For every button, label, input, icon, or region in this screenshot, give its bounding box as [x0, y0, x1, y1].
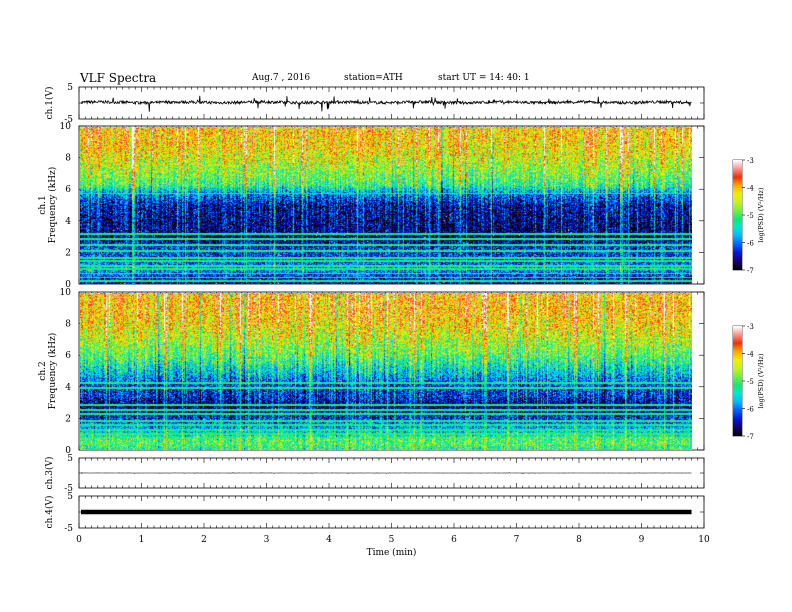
- x-tick-label: 9: [639, 535, 645, 545]
- x-tick-label: 10: [698, 535, 710, 545]
- y-tick-label: 8: [65, 320, 71, 330]
- y-tick-label: 0: [65, 280, 71, 290]
- station-label: station=ATH: [344, 73, 403, 83]
- colorbar-tick-label: -5: [747, 212, 754, 220]
- y-tick-label: 6: [65, 351, 71, 361]
- colorbar-tick-label: -4: [747, 351, 754, 359]
- colorbar-tick-label: -5: [747, 378, 754, 386]
- y-axis-label: Frequency (kHz): [47, 167, 58, 244]
- colorbar-tick-label: -6: [747, 240, 754, 248]
- y-tick-label: 5: [67, 83, 73, 93]
- y-tick-label: 6: [65, 185, 71, 195]
- y-tick-label: 2: [65, 414, 71, 424]
- colorbar-tick-label: -3: [747, 157, 754, 165]
- ch3-waveform-trace: [80, 472, 692, 474]
- y-tick-label: 5: [67, 454, 73, 464]
- y-tick-label: 4: [65, 383, 71, 393]
- x-tick-label: 1: [139, 535, 145, 545]
- y-axis-label: ch.4(V): [44, 496, 55, 529]
- colorbar-tick-label: -6: [747, 406, 754, 414]
- x-tick-label: 3: [264, 535, 270, 545]
- colorbar-tick-label: -7: [747, 267, 754, 275]
- x-tick-label: 5: [389, 535, 395, 545]
- y-axis-label: Frequency (kHz): [47, 333, 58, 410]
- y-tick-label: -5: [64, 484, 73, 494]
- colorbar-label: log(PSD) (V²/Hz): [757, 353, 765, 408]
- y-axis-label: ch.1(V): [44, 87, 55, 120]
- x-tick-label: 4: [326, 535, 332, 545]
- x-tick-label: 0: [76, 535, 82, 545]
- x-tick-label: 6: [451, 535, 457, 545]
- x-tick-label: 2: [201, 535, 207, 545]
- y-tick-label: 10: [60, 122, 72, 132]
- channel-label: ch.1: [38, 195, 48, 214]
- colorbar-label: log(PSD) (V²/Hz): [757, 187, 765, 242]
- y-tick-label: 4: [65, 217, 71, 227]
- x-tick-label: 7: [514, 535, 520, 545]
- ch1-waveform-trace: [80, 95, 692, 112]
- y-tick-label: 2: [65, 248, 71, 258]
- y-tick-label: -5: [64, 115, 73, 125]
- channel-label: ch.2: [38, 361, 48, 380]
- ch2-spectrogram-canvas: [80, 293, 692, 450]
- colorbar-tick-label: -4: [747, 185, 754, 193]
- figure-title: VLF Spectra: [80, 71, 157, 85]
- ch2-colorbar: [733, 326, 742, 436]
- y-tick-label: 8: [65, 154, 71, 164]
- colorbar-tick-label: -7: [747, 433, 754, 441]
- y-tick-label: 0: [65, 446, 71, 456]
- start-time-label: start UT = 14: 40: 1: [438, 73, 530, 83]
- x-axis-label: Time (min): [367, 547, 417, 558]
- y-axis-label: ch.3(V): [44, 457, 55, 490]
- x-tick-label: 8: [576, 535, 582, 545]
- y-tick-label: -5: [64, 524, 73, 534]
- ch1-spectrogram-canvas: [80, 127, 692, 284]
- colorbar-tick-label: -3: [747, 323, 754, 331]
- y-tick-label: 10: [60, 288, 72, 298]
- ch1-colorbar: [733, 160, 742, 270]
- y-tick-label: 5: [67, 492, 73, 502]
- date-label: Aug.7 , 2016: [252, 73, 311, 83]
